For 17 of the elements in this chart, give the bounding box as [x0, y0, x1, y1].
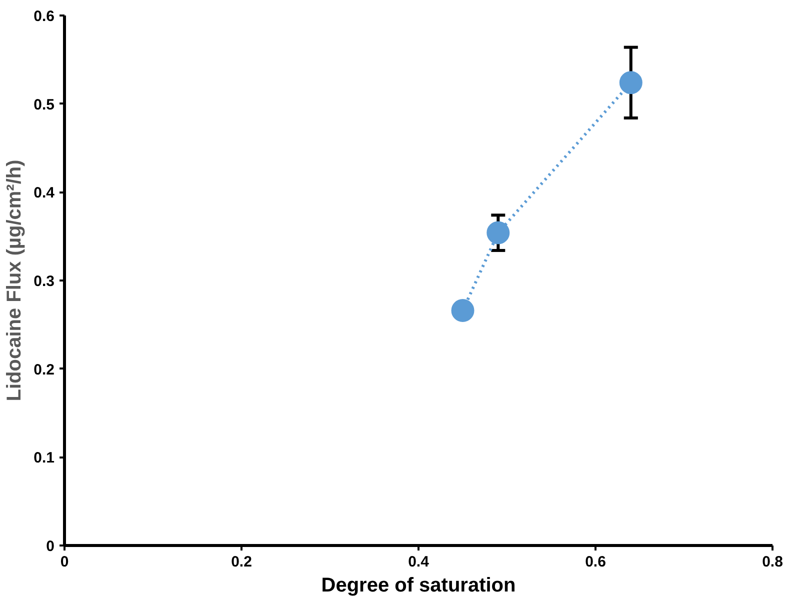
x-tick-label: 0 — [60, 554, 69, 570]
y-tick-label: 0.6 — [34, 8, 55, 25]
y-tick-label: 0 — [46, 538, 54, 555]
x-tick-label: 0.2 — [231, 554, 252, 570]
point — [486, 221, 510, 244]
y-tick-label: 0.4 — [34, 184, 56, 202]
x-tick-label: 0.4 — [408, 554, 430, 570]
y-tick-label: 0.3 — [34, 273, 55, 290]
y-tick-label: 0.2 — [34, 361, 55, 378]
y-axis-title: Lidocaine Flux (µg/cm²/h) — [4, 160, 26, 402]
point — [451, 299, 474, 322]
point — [619, 71, 642, 94]
x-axis-title: Degree of saturation — [321, 574, 516, 596]
y-tick-label: 0.5 — [34, 96, 55, 114]
x-tick-label: 0.8 — [762, 554, 783, 570]
x-tick-label: 0.6 — [585, 554, 606, 570]
y-tick-label: 0.1 — [34, 450, 55, 467]
